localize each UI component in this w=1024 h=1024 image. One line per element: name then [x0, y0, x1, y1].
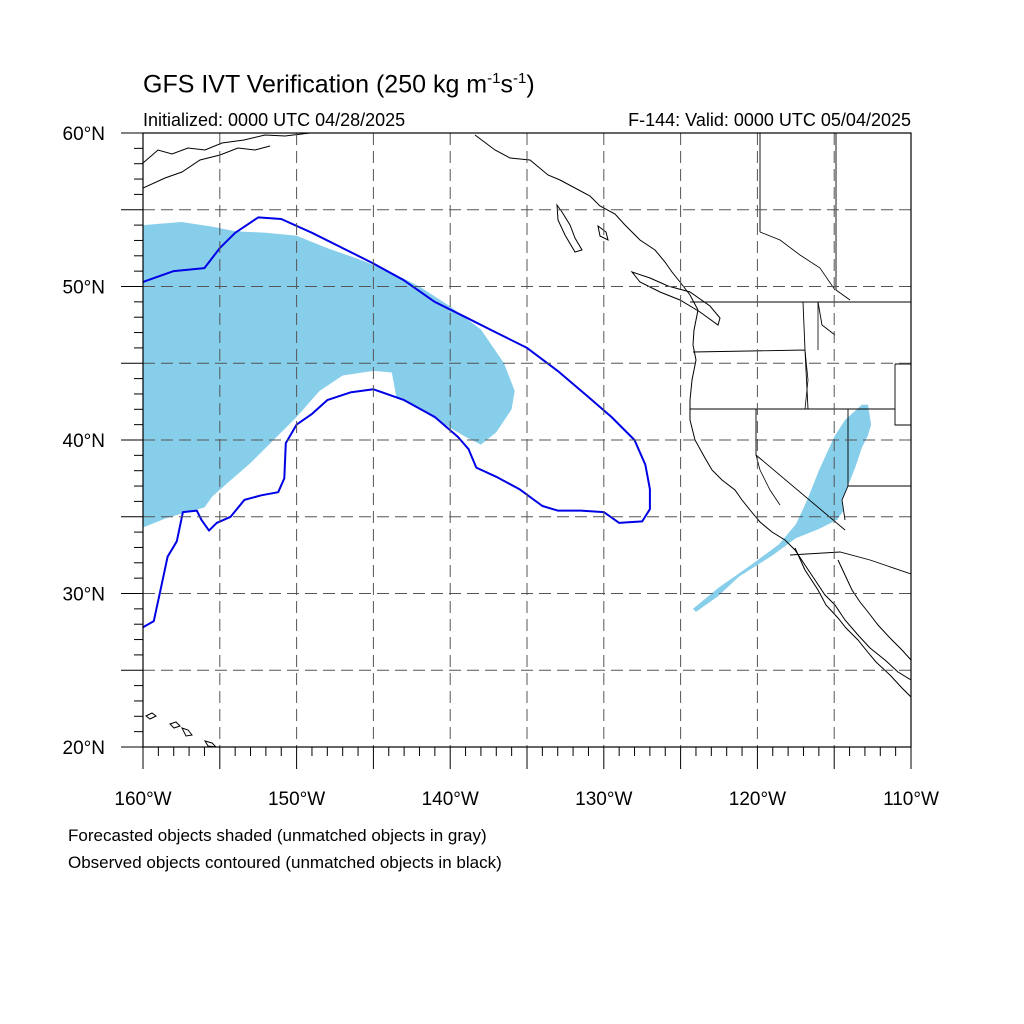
lat-label: 40°N [63, 431, 105, 452]
forecast-object-1 [143, 222, 515, 528]
hawaii-islands [145, 712, 217, 747]
lat-label: 30°N [63, 585, 105, 606]
observed-object-contour-1 [143, 216, 651, 629]
lon-label: 120°W [729, 789, 786, 810]
coastline-baja [794, 547, 911, 698]
axis-ticks [121, 132, 912, 769]
lon-label: 140°W [422, 789, 479, 810]
coastline-west-us [689, 309, 911, 681]
initialized-time: Initialized: 0000 UTC 04/28/2025 [143, 110, 406, 130]
lon-label: 160°W [114, 789, 171, 810]
lat-label: 60°N [63, 124, 105, 145]
forecast-object-2 [692, 404, 872, 612]
observed-objects-layer [143, 216, 651, 629]
lon-label: 150°W [268, 789, 325, 810]
lat-lon-grid [143, 133, 911, 747]
footnote-observed: Observed objects contoured (unmatched ob… [68, 853, 502, 872]
forecast-objects-layer [143, 222, 872, 612]
state-borders [690, 133, 911, 575]
lat-label: 50°N [63, 278, 105, 299]
footnote-forecast: Forecasted objects shaded (unmatched obj… [68, 826, 487, 845]
coastline-islands-bc [556, 203, 721, 326]
valid-time: F-144: Valid: 0000 UTC 05/04/2025 [628, 110, 911, 130]
lon-label: 110°W [883, 789, 939, 810]
axis-labels: 20°N 30°N 40°N 50°N 60°N 160°W 150°W 140°W 130°W… [63, 124, 939, 810]
chart-title: GFS IVT Verification (250 kg m-1s-1) [143, 70, 535, 99]
rivers-lakes [755, 231, 836, 506]
lon-label: 130°W [575, 789, 632, 810]
lat-label: 20°N [63, 738, 105, 759]
